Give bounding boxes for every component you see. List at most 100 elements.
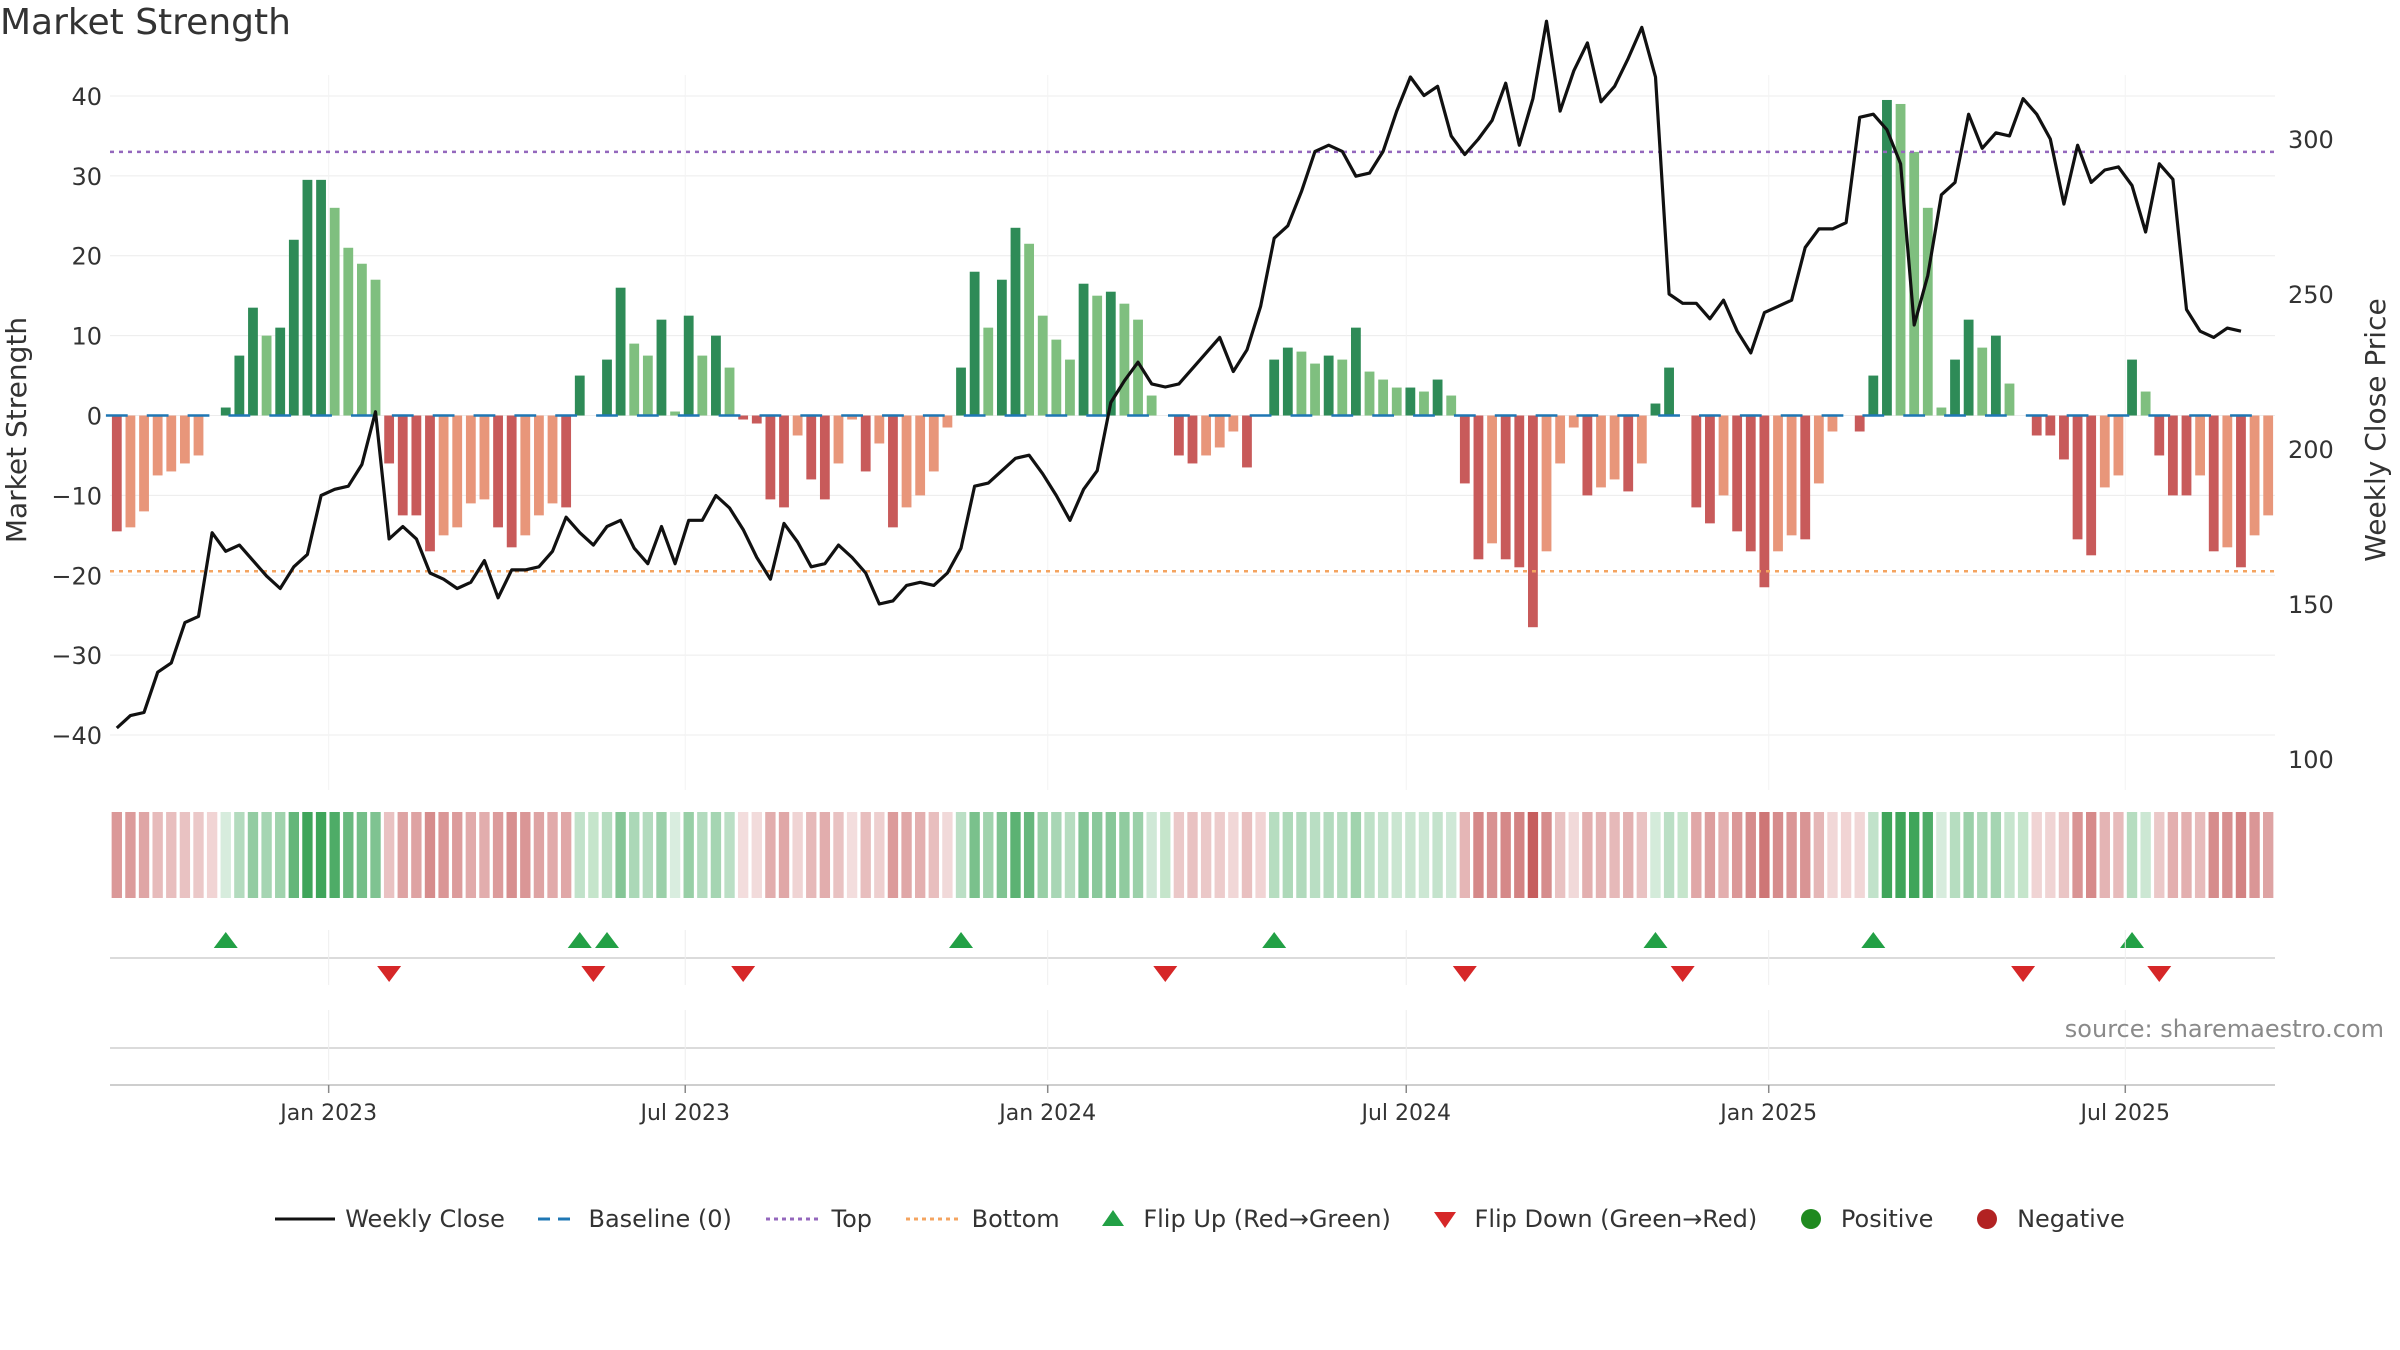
strength-bar (2031, 415, 2042, 436)
flip-down-marker (1452, 966, 1477, 982)
strip-cell (1949, 812, 1961, 898)
strength-bar (1337, 359, 1348, 416)
strength-heat-strip (111, 812, 2274, 898)
strip-cell (996, 812, 1008, 898)
strength-bar (847, 415, 857, 420)
flip-up-marker (213, 932, 238, 948)
strength-bar (152, 415, 163, 476)
strip-cell (2086, 812, 2097, 898)
y-tick-label: 40 (71, 83, 102, 111)
level-lines (110, 150, 2275, 573)
flip-up-marker (1861, 932, 1886, 948)
strength-bar (1092, 295, 1103, 416)
strength-bar (547, 415, 558, 504)
strength-bar (1119, 303, 1130, 416)
strip-cell (1010, 812, 1021, 898)
strength-bar (1786, 415, 1797, 536)
strip-cell (1963, 812, 1974, 898)
y-tick-label: −40 (51, 722, 102, 750)
strip-cell (1527, 812, 1539, 898)
strength-bars (111, 99, 2274, 628)
strip-cell (343, 812, 354, 898)
strip-cell (2017, 812, 2029, 898)
legend-swatch-dot-purple (765, 1207, 822, 1231)
legend-item-bottom: Bottom (905, 1205, 1060, 1233)
flip-down-marker (377, 966, 402, 982)
grid-lines (110, 75, 2275, 790)
strength-bar (602, 359, 612, 416)
strip-cell (1636, 812, 1648, 898)
strength-bar (1364, 371, 1375, 416)
strength-bar (275, 327, 286, 416)
strip-cell (560, 812, 572, 898)
strength-bar (1568, 415, 1579, 428)
strength-bar (2181, 415, 2192, 496)
legend-label: Weekly Close (345, 1205, 505, 1233)
strength-bar (1664, 367, 1674, 416)
strip-cell (969, 812, 980, 898)
strip-cell (1309, 812, 1321, 898)
strip-cell (1936, 812, 1947, 898)
legend-label: Bottom (971, 1205, 1060, 1233)
strip-cell (547, 812, 558, 898)
strip-cell (397, 812, 408, 898)
strip-cell (220, 812, 231, 898)
legend-label: Top (831, 1205, 873, 1233)
x-tick-label: Jan 2025 (1718, 1101, 1817, 1126)
strip-cell (411, 812, 422, 898)
strength-bar (711, 335, 721, 416)
strength-bar (179, 415, 190, 464)
strength-bar (452, 415, 463, 528)
strength-bar (166, 415, 177, 472)
strip-cell (1650, 812, 1661, 898)
strength-bar (561, 415, 572, 508)
strip-cell (2140, 812, 2151, 898)
legend-item-negative: Negative (1967, 1205, 2125, 1233)
legend-label: Flip Down (Green→Red) (1474, 1205, 1758, 1233)
y2-tick-label: 100 (2288, 746, 2334, 774)
strip-cell (1187, 812, 1198, 898)
y2-tick-label: 250 (2288, 281, 2334, 309)
strip-cell (152, 812, 163, 898)
strength-bar (1282, 347, 1293, 416)
strength-bar (779, 415, 789, 508)
strength-bar (1936, 407, 1947, 416)
strength-bar (357, 263, 367, 416)
strip-cell (1663, 812, 1675, 898)
strength-bar (2127, 359, 2137, 416)
strip-cell (1691, 812, 1702, 898)
strip-cell (1092, 812, 1103, 898)
strength-bar (1487, 415, 1497, 544)
strip-cell (1228, 812, 1239, 898)
strength-bar (942, 415, 953, 428)
strength-bar (288, 239, 299, 416)
strength-bar (2140, 391, 2151, 416)
legend-swatch-dot-orange (905, 1207, 962, 1231)
strength-bar (1310, 363, 1320, 416)
strength-bar (1718, 415, 1729, 496)
strength-bar (1745, 415, 1756, 552)
strip-cell (2235, 812, 2247, 898)
strength-bar (411, 415, 422, 516)
strip-cell (1432, 812, 1443, 898)
strip-cell (1609, 812, 1620, 898)
strength-bar (1773, 415, 1783, 552)
chart-title: Market Strength (0, 2, 291, 43)
strip-cell (1772, 812, 1784, 898)
strength-bar (996, 279, 1007, 416)
strip-cell (588, 812, 599, 898)
strip-cell (1718, 812, 1729, 898)
strength-bar (1350, 327, 1361, 416)
strength-bar (193, 415, 204, 456)
strip-cell (479, 812, 490, 898)
strip-cell (901, 812, 912, 898)
strip-cell (2249, 812, 2260, 898)
strength-bar (1963, 319, 1974, 416)
source-note: source: sharemaestro.com (2064, 1015, 2384, 1043)
strip-cell (1323, 812, 1334, 898)
y2-tick-label: 200 (2288, 436, 2334, 464)
strength-bar (1269, 359, 1280, 416)
strip-cell (1514, 812, 1525, 898)
strip-cell (1337, 812, 1348, 898)
